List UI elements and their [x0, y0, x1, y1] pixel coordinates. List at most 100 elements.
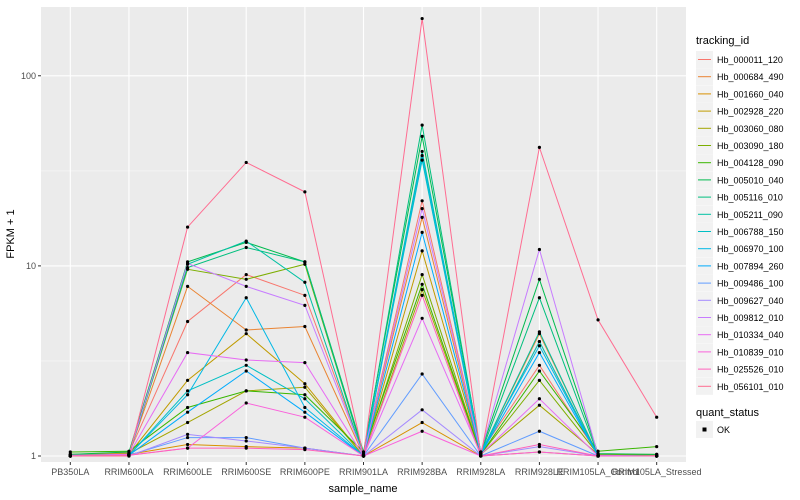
legend-label: Hb_001660_040	[717, 89, 784, 99]
x-tick-label: RRIM901LA	[339, 467, 388, 477]
data-point	[185, 405, 190, 410]
data-point	[244, 369, 248, 373]
data-point	[244, 296, 248, 300]
data-point	[420, 249, 424, 253]
data-point	[361, 450, 366, 454]
data-point	[420, 408, 424, 412]
data-point	[185, 435, 190, 440]
grid-lines	[41, 7, 686, 462]
x-tick-label: RRIM105LA_Stressed	[612, 467, 702, 477]
data-point	[537, 277, 542, 281]
data-point	[537, 378, 542, 382]
data-point	[244, 435, 248, 440]
y-axis-title: FPKM + 1	[5, 209, 17, 258]
x-axis: PB350LA RRIM600LA RRIM600LE RRIM600SE RRIM60…	[51, 462, 701, 477]
data-point	[655, 454, 659, 458]
data-point	[185, 261, 190, 266]
data-point	[655, 445, 659, 449]
data-point	[420, 149, 424, 154]
x-tick-label: RRIM928LE	[515, 467, 564, 477]
data-point	[244, 239, 248, 243]
data-point	[244, 439, 248, 443]
data-point	[244, 284, 248, 288]
data-point	[420, 123, 424, 127]
data-point	[185, 442, 190, 447]
data-point	[303, 190, 307, 194]
data-point	[244, 446, 248, 450]
data-point	[303, 410, 307, 414]
data-point	[185, 319, 190, 324]
data-point	[420, 429, 424, 433]
data-point	[185, 350, 190, 355]
data-point	[185, 265, 190, 270]
legend-label: Hb_009627_040	[717, 296, 784, 306]
data-point	[185, 432, 190, 436]
data-point	[537, 369, 542, 373]
data-point	[537, 429, 542, 433]
data-point	[185, 284, 190, 288]
data-point	[185, 389, 190, 393]
data-point	[420, 272, 424, 277]
data-point	[185, 446, 190, 450]
x-tick-label: PB350LA	[51, 467, 89, 477]
y-tick-label: 10	[26, 261, 36, 271]
data-point	[420, 207, 424, 211]
legend-label: Hb_056101_010	[717, 382, 784, 392]
data-point	[244, 401, 248, 405]
data-point	[68, 450, 72, 454]
data-point	[537, 403, 542, 407]
data-point	[303, 397, 307, 401]
data-point	[185, 378, 190, 382]
data-point	[185, 420, 190, 425]
legend-label: Hb_002928_220	[717, 107, 784, 117]
data-point	[420, 288, 424, 292]
data-point	[244, 363, 248, 367]
x-tick-label: RRIM928BA	[397, 467, 447, 477]
y-tick-label: 1	[31, 451, 36, 461]
legend-title: tracking_id	[696, 35, 749, 47]
data-point	[420, 134, 424, 138]
data-point	[537, 442, 542, 447]
data-point	[420, 293, 424, 297]
data-point	[479, 450, 483, 454]
data-point	[420, 154, 424, 158]
data-point	[127, 450, 131, 454]
data-point	[537, 145, 542, 149]
legend-label: Hb_005116_010	[717, 193, 783, 203]
quant-legend-title: quant_status	[696, 407, 759, 419]
data-point	[655, 415, 659, 419]
data-point	[420, 282, 424, 286]
data-point	[420, 316, 424, 320]
y-tick-label: 100	[21, 71, 36, 81]
legend-label: Hb_003090_180	[717, 141, 784, 151]
data-point	[596, 449, 600, 453]
x-tick-label: RRIM105LA_Control	[557, 467, 640, 477]
data-point	[244, 328, 248, 332]
data-point	[420, 230, 424, 235]
data-point	[303, 293, 307, 297]
data-point	[596, 318, 600, 322]
data-point	[303, 393, 307, 397]
legend-label: Hb_000011_120	[717, 55, 783, 65]
legend-label: Hb_009486_100	[717, 279, 784, 289]
x-axis-title: sample_name	[328, 483, 397, 495]
data-point	[537, 450, 542, 454]
x-tick-label: RRIM600LA	[104, 467, 153, 477]
data-point	[479, 454, 483, 458]
data-point	[303, 448, 307, 452]
quant-legend-label: OK	[717, 425, 730, 435]
legend-label: Hb_005010_040	[717, 175, 784, 185]
data-point	[303, 262, 307, 266]
data-point	[537, 330, 542, 334]
data-point	[303, 360, 307, 365]
data-point	[303, 405, 307, 410]
quant-legend-point	[702, 427, 707, 432]
data-point	[303, 303, 307, 307]
legend-label: Hb_009812_010	[717, 313, 784, 323]
data-point	[537, 339, 542, 344]
data-point	[420, 372, 424, 376]
data-point	[537, 350, 542, 355]
legend-label: Hb_010334_040	[717, 330, 784, 340]
data-points	[68, 16, 659, 458]
